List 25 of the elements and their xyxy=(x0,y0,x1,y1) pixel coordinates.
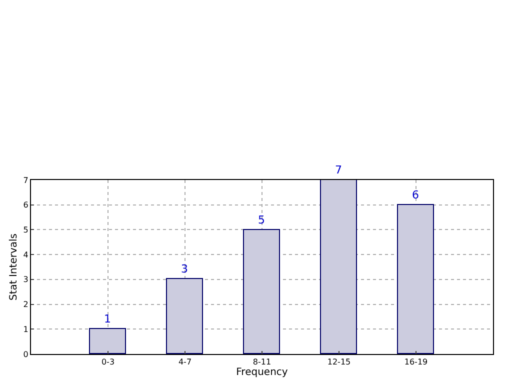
bar xyxy=(166,278,203,354)
data-label: 7 xyxy=(335,164,342,176)
x-tick-label: 8-11 xyxy=(252,358,272,367)
x-tick-label: 16-19 xyxy=(404,358,428,367)
bar xyxy=(89,328,126,354)
data-label: 3 xyxy=(181,262,188,276)
bar xyxy=(243,229,280,354)
bar xyxy=(397,204,434,354)
x-tick-label: 0-3 xyxy=(101,358,115,367)
data-label: 5 xyxy=(258,214,265,226)
data-label: 1 xyxy=(104,312,111,326)
x-tick-label: 4-7 xyxy=(178,358,192,367)
y-tick-label: 7 xyxy=(23,176,28,185)
y-tick-label: 3 xyxy=(23,275,28,284)
data-label: 6 xyxy=(412,188,419,202)
bar xyxy=(320,180,357,354)
y-tick-label: 6 xyxy=(23,200,28,210)
y-tick-label: 4 xyxy=(23,250,28,260)
x-tick-label: 12-15 xyxy=(327,358,351,367)
y-tick-label: 0 xyxy=(23,350,28,359)
y-axis-title: Stat Intervals xyxy=(8,233,20,301)
x-axis-title: Frequency xyxy=(236,367,288,378)
y-tick-label: 1 xyxy=(23,324,28,334)
y-tick-label: 2 xyxy=(23,300,28,310)
y-tick-label: 5 xyxy=(23,226,28,235)
